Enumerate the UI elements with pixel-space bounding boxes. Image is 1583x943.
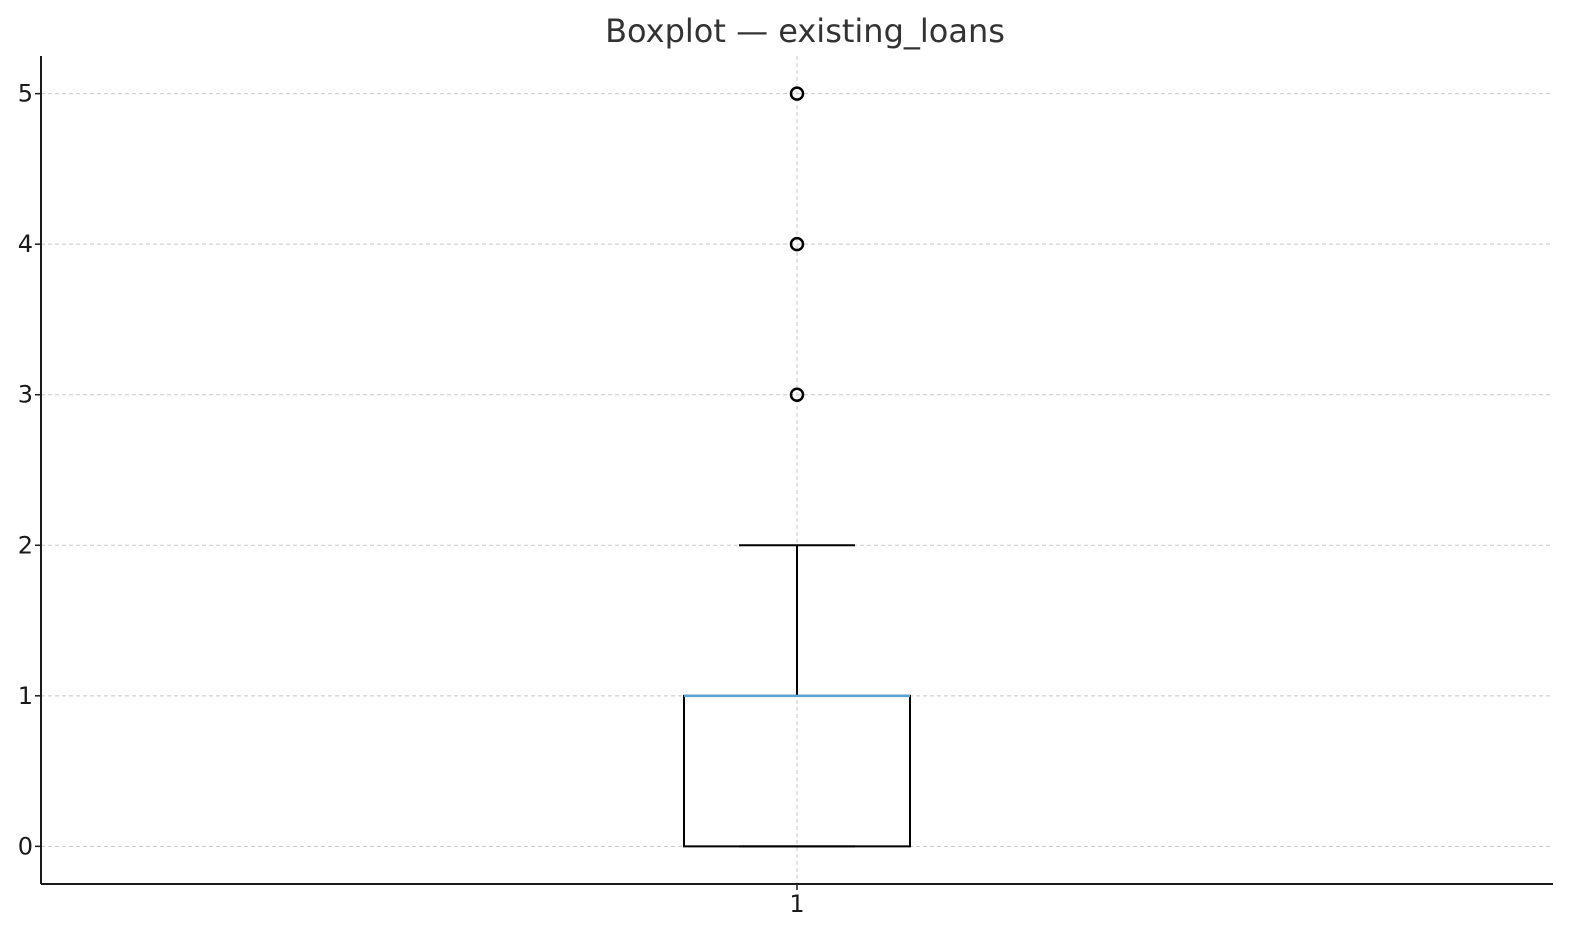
outlier-point (789, 387, 805, 402)
outlier-point (789, 86, 805, 101)
outlier-point (789, 236, 805, 252)
grid-lines (41, 56, 1553, 884)
y-tick-label: 1 (18, 682, 33, 710)
axes (35, 56, 1553, 890)
x-tick-label: 1 (789, 890, 804, 918)
y-tick-label: 0 (18, 832, 33, 860)
tick-labels: 0 1 2 3 4 5 1 (18, 80, 805, 918)
y-tick-label: 4 (18, 230, 33, 258)
box-plot (683, 86, 911, 848)
y-tick-label: 2 (18, 531, 33, 559)
y-tick-label: 5 (18, 80, 33, 108)
y-tick-label: 3 (18, 381, 33, 409)
chart-title: Boxplot — existing_loans (605, 12, 1005, 50)
